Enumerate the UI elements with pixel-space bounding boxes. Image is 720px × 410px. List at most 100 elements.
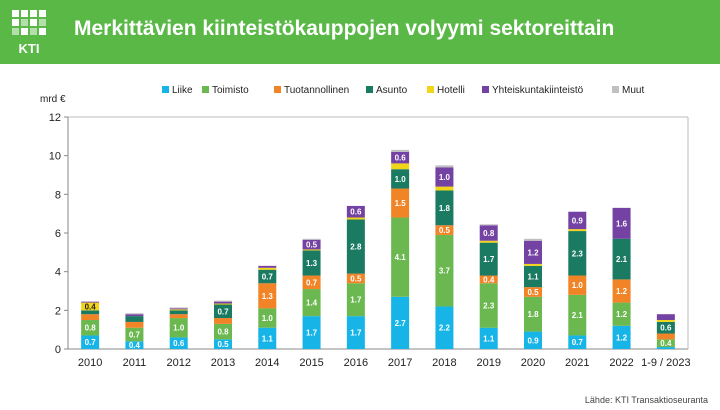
data-label: 1.2 [616,287,628,296]
data-label: 2.8 [350,243,362,252]
bar-segment [346,283,365,317]
data-label: 0.8 [217,328,229,337]
bar-segment [125,327,144,342]
data-label: 0.8 [483,229,495,238]
data-label: 1.8 [439,204,451,213]
data-label: 0.9 [572,216,584,225]
bar-segment [125,314,144,317]
data-label: 1.0 [395,175,407,184]
data-label: 0.6 [660,324,672,333]
bar-segment [479,225,498,241]
data-label: 1.7 [483,255,495,264]
data-label: 1.1 [483,334,495,343]
bar-segment [169,314,188,319]
stacked-bar-chart: Liike Toimisto Tuotannollinen Asunto Hotelli… [40,85,691,369]
x-tick-label: 2017 [388,357,412,369]
data-label: 2.3 [483,302,495,311]
bar-segment [656,347,675,349]
bar-segment [302,275,321,290]
bar-segment [258,269,277,284]
bar-segment [524,287,542,297]
x-tick-label: 2013 [211,357,235,369]
bar-segment [612,325,631,349]
data-label: 0.5 [350,274,362,283]
bar-segment [125,341,144,349]
data-label: 1.5 [395,199,407,208]
y-tick-label: 6 [55,228,61,240]
y-tick-label: 12 [49,112,61,124]
bar-segment [612,302,631,326]
x-tick-label: 2014 [255,357,279,369]
data-label: 2.1 [616,255,628,264]
bar-segment [214,304,232,319]
bar-segment [391,163,410,170]
bar-segment [81,314,100,320]
bar-segment [81,310,100,315]
legend-swatch-0 [162,86,169,93]
data-label: 0.8 [85,324,97,333]
data-label: 1.6 [616,219,628,228]
logo-text: KTI [19,41,40,56]
x-tick-label: 2021 [565,357,589,369]
legend-swatch-1 [202,86,209,93]
bar-segment [568,231,587,276]
bar-segment [524,240,542,264]
bar-segment [346,273,365,284]
bar-segment [258,265,277,268]
data-label: 1.7 [350,329,362,338]
legend-swatch-6 [612,86,619,93]
bar-segment [479,327,498,349]
bar-segment [479,224,498,226]
data-label: 0.4 [129,341,141,350]
bar-segment [214,301,232,304]
bar-segment [524,296,542,332]
data-label: 1.1 [262,334,274,343]
data-label: 3.7 [439,267,451,276]
data-label: 1.4 [306,299,318,308]
legend-label-3: Asunto [376,85,408,96]
data-label: 0.7 [262,273,274,282]
x-tick-label: 2012 [166,357,190,369]
bar-segment [435,190,454,226]
x-tick-label: 2011 [123,357,147,369]
legend-label-1: Toimisto [212,85,249,96]
x-tick-label: 2016 [344,357,368,369]
x-tick-label: 2019 [476,357,500,369]
bar-segment [612,238,631,280]
bar-segment [302,249,321,251]
data-label: 2.3 [572,249,584,258]
data-label: 0.4 [85,302,97,311]
data-label: 1.2 [616,310,628,319]
bar-segment [391,149,410,152]
bar-segment [346,316,365,349]
bar-segment [391,151,410,164]
bar-segment [81,335,100,349]
bar-segment [568,211,587,230]
data-label: 0.4 [483,275,495,284]
data-label: 1.3 [306,259,318,268]
data-label: 1.3 [262,292,274,301]
y-tick-label: 0 [55,344,61,356]
bar-segment [81,301,100,303]
bar-segment [524,331,542,349]
data-label: 1.7 [306,329,318,338]
data-label: 0.7 [572,338,584,347]
legend-label-5: Yhteiskuntakiinteistö [492,85,584,96]
bar-segment [435,306,454,349]
data-label: 0.6 [173,339,185,348]
bar-segment [524,265,542,288]
bar-segment [125,321,144,328]
data-label: 0.7 [306,278,318,287]
bar-segment [302,238,321,240]
bar-segment [346,205,365,218]
bar-segment [258,327,277,349]
bar-segment [214,339,232,349]
data-label: 0.5 [217,340,229,349]
bar-segment [656,321,675,334]
bar-segment [258,267,277,270]
bar-segment [169,308,188,310]
bar-segment [302,239,321,250]
header-banner: KTI Merkittävien kiinteistökauppojen vol… [0,0,720,64]
bar-segment [169,318,188,338]
data-label: 0.7 [129,331,141,340]
